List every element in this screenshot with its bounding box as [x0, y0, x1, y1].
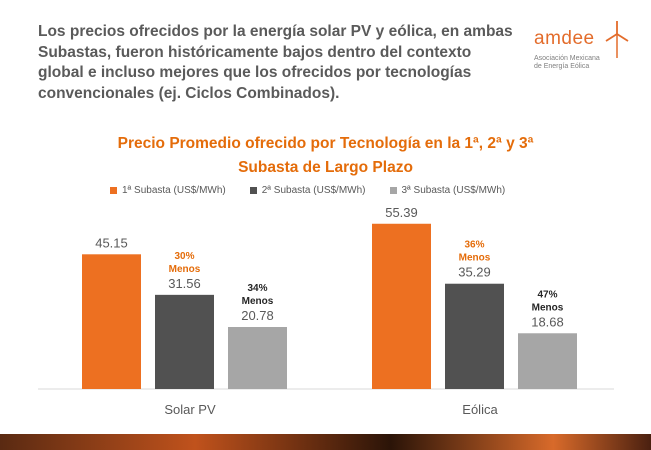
- reduction-percent-label: 34%: [247, 283, 267, 294]
- logo-wordmark: amdee: [534, 28, 595, 49]
- data-label: 35.29: [458, 265, 491, 280]
- chart-title: Precio Promedio ofrecido por Tecnología …: [0, 132, 651, 180]
- category-label: Eólica: [462, 402, 498, 417]
- amdee-logo: amdee Asociación Mexicana de Energía Eól…: [532, 20, 632, 80]
- legend-swatch-series-3: [389, 186, 397, 194]
- bottom-decorative-stripe: [0, 434, 651, 450]
- bar-series-1-e-lica: [372, 223, 431, 389]
- legend-label-series-3: 3ª Subasta (US$/MWh): [401, 184, 506, 196]
- intro-line-1: Los precios ofrecidos por la energía sol…: [38, 23, 513, 40]
- legend-swatch-series-1: [110, 186, 117, 194]
- intro-line-3: global e incluso mejores que los ofrecid…: [38, 64, 472, 81]
- legend-item-series-1: 1ª Subasta (US$/MWh): [110, 183, 226, 197]
- chart-legend: 1ª Subasta (US$/MWh) 2ª Subasta (US$/MWh…: [110, 183, 505, 197]
- logo-subtitle: Asociación Mexicana de Energía Eólica: [534, 55, 634, 71]
- legend-item-series-2: 2ª Subasta (US$/MWh): [249, 183, 366, 197]
- data-label: 18.68: [531, 314, 564, 329]
- data-label: 45.15: [95, 235, 128, 250]
- bar-series-3-e-lica: [518, 333, 577, 389]
- reduction-menos-label: Menos: [532, 302, 564, 313]
- intro-line-2: Subastas, fueron históricamente bajos de…: [38, 43, 472, 61]
- reduction-menos-label: Menos: [242, 296, 274, 307]
- bar-series-2-e-lica: [445, 283, 504, 389]
- chart-title-line-2: Subasta de Largo Plazo: [238, 159, 413, 176]
- logo-subtitle-line-2: de Energía Eólica: [534, 63, 590, 70]
- logo-subtitle-line-1: Asociación Mexicana: [534, 55, 600, 62]
- reduction-menos-label: Menos: [169, 264, 201, 275]
- data-label: 31.56: [168, 276, 201, 291]
- legend-item-series-3: 3ª Subasta (US$/MWh): [389, 183, 506, 197]
- data-label: 20.78: [241, 308, 274, 323]
- chart-title-line-1: Precio Promedio ofrecido por Tecnología …: [117, 135, 534, 152]
- legend-label-series-2: 2ª Subasta (US$/MWh): [261, 184, 366, 196]
- reduction-menos-label: Menos: [459, 253, 491, 264]
- wind-turbine-icon: [605, 21, 629, 58]
- intro-text: Los precios ofrecidos por la energía sol…: [38, 22, 518, 104]
- legend-swatch-series-2: [249, 186, 257, 194]
- bar-series-3-solar-pv: [228, 327, 287, 389]
- category-label: Solar PV: [164, 402, 216, 417]
- data-label: 55.39: [385, 205, 418, 220]
- reduction-percent-label: 47%: [537, 289, 557, 300]
- reduction-percent-label: 30%: [174, 251, 194, 262]
- legend-label-series-1: 1ª Subasta (US$/MWh): [122, 184, 226, 196]
- bar-series-2-solar-pv: [155, 294, 214, 389]
- intro-line-4: convencionales (ej. Ciclos Combinados).: [38, 84, 340, 102]
- reduction-percent-label: 36%: [464, 240, 484, 251]
- bar-series-1-solar-pv: [82, 254, 141, 389]
